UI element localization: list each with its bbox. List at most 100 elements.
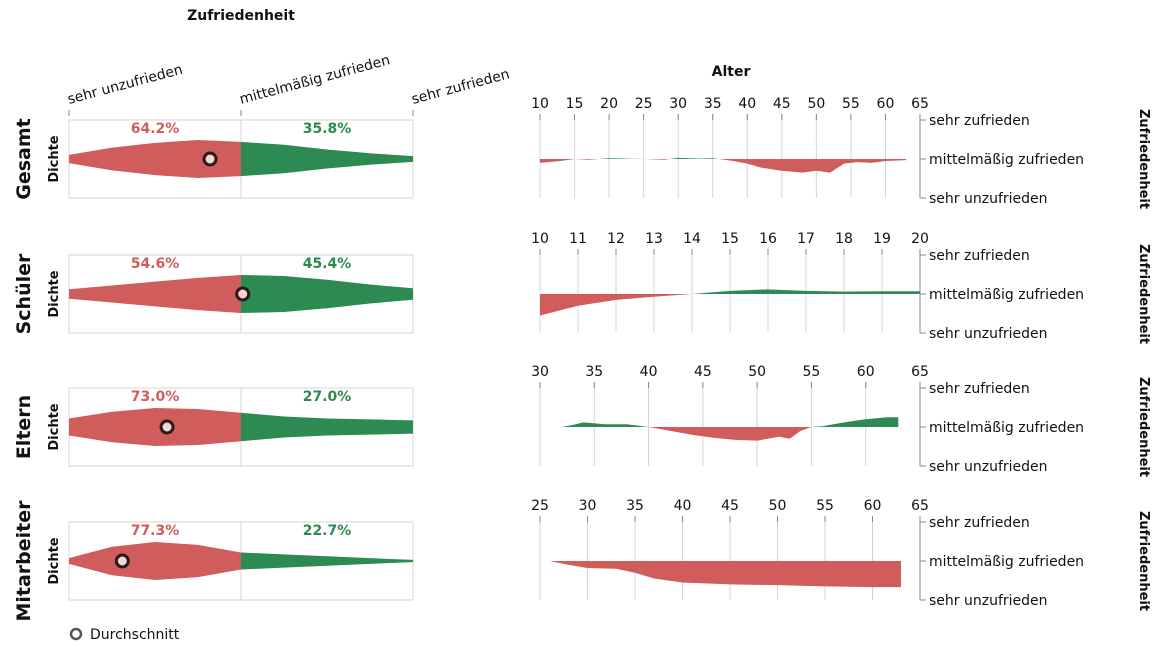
age-tick-label: 55 [803, 364, 821, 380]
age-tick-label: 45 [773, 96, 791, 112]
age-tick-label: 18 [835, 231, 853, 247]
density-negative-area [69, 408, 241, 446]
density-negative-area [69, 542, 241, 580]
age-tick-label: 19 [873, 231, 891, 247]
age-tick-label: 50 [748, 364, 766, 380]
density-positive-area [241, 141, 413, 177]
age-tick-label: 10 [531, 231, 549, 247]
density-ylabel: Dichte [47, 270, 62, 317]
age-tick-label: 60 [857, 364, 875, 380]
legend: Durchschnitt [69, 627, 180, 643]
mean-marker [202, 151, 218, 167]
density-ylabel: Dichte [47, 537, 62, 584]
age-y-tick-label: sehr zufrieden [929, 113, 1030, 129]
age-tick-label: 15 [721, 231, 739, 247]
age-title: Alter [712, 64, 751, 80]
age-tick-label: 60 [864, 498, 882, 514]
mean-marker [235, 286, 251, 302]
density-positive-area [241, 412, 413, 442]
age-tick-label: 11 [569, 231, 587, 247]
age-y-tick-label: sehr unzufrieden [929, 191, 1048, 207]
age-negative-area [561, 427, 899, 441]
mean-marker [159, 419, 175, 435]
circle-marker-icon [69, 627, 83, 641]
age-y-tick-label: mittelmäßig zufrieden [929, 554, 1084, 570]
age-tick-label: 55 [842, 96, 860, 112]
age-tick-label: 16 [759, 231, 777, 247]
legend-label: Durchschnitt [90, 627, 180, 643]
neg-percent-label: 54.6% [131, 256, 180, 272]
density-tick-label: mittelmäßig zufrieden [238, 52, 392, 108]
density-tick-label: sehr zufrieden [410, 66, 511, 108]
age-positive-area [540, 289, 920, 294]
density-ylabel: Dichte [47, 135, 62, 182]
age-tick-label: 30 [579, 498, 597, 514]
pos-percent-label: 27.0% [303, 389, 352, 405]
group-title: Gesamt [13, 118, 35, 200]
age-y-tick-label: sehr unzufrieden [929, 459, 1048, 475]
age-tick-label: 25 [635, 96, 653, 112]
neg-percent-label: 64.2% [131, 121, 180, 137]
group-title: Schüler [13, 253, 35, 334]
age-tick-label: 35 [704, 96, 722, 112]
neg-percent-label: 73.0% [131, 389, 180, 405]
density-positive-area [241, 275, 413, 313]
age-tick-label: 12 [607, 231, 625, 247]
pos-percent-label: 45.4% [303, 256, 352, 272]
density-x-ticks: sehr unzufrieden mittelmäßig zufrieden seh… [66, 52, 511, 116]
age-y-tick-label: sehr zufrieden [929, 381, 1030, 397]
age-tick-label: 10 [531, 96, 549, 112]
age-tick-label: 20 [600, 96, 618, 112]
age-tick-label: 40 [674, 498, 692, 514]
density-ylabel: Dichte [47, 403, 62, 450]
panel-0: Gesamt Dichte 64.2% 35.8% 10 15 20 25 30 35 40 45 50… [13, 96, 1151, 209]
age-positive-area [561, 417, 899, 427]
neg-percent-label: 77.3% [131, 523, 180, 539]
pos-percent-label: 35.8% [303, 121, 352, 137]
age-y-tick-label: mittelmäßig zufrieden [929, 152, 1084, 168]
panel-3: Mitarbeiter Dichte 77.3% 22.7% 25 30 35 40 45 50 5… [13, 498, 1151, 622]
age-right-label: Zufriedenheit [1136, 511, 1151, 611]
age-tick-label: 45 [721, 498, 739, 514]
age-tick-label: 30 [531, 364, 549, 380]
age-tick-label: 25 [531, 498, 549, 514]
age-right-label: Zufriedenheit [1136, 377, 1151, 477]
age-tick-label: 50 [807, 96, 825, 112]
age-positive-area [540, 157, 907, 159]
density-negative-area [69, 140, 241, 178]
group-title: Mitarbeiter [13, 500, 35, 622]
age-tick-label: 14 [683, 231, 701, 247]
age-y-tick-label: sehr unzufrieden [929, 593, 1048, 609]
age-tick-label: 65 [911, 96, 929, 112]
age-tick-label: 40 [738, 96, 756, 112]
age-y-tick-label: mittelmäßig zufrieden [929, 287, 1084, 303]
density-positive-area [241, 552, 413, 570]
age-right-label: Zufriedenheit [1136, 244, 1151, 344]
age-tick-label: 45 [694, 364, 712, 380]
age-y-tick-label: sehr unzufrieden [929, 326, 1048, 342]
age-right-label: Zufriedenheit [1136, 109, 1151, 209]
mean-marker [114, 553, 130, 569]
density-tick-label: sehr unzufrieden [66, 62, 185, 108]
age-tick-label: 17 [797, 231, 815, 247]
age-tick-label: 35 [585, 364, 603, 380]
age-tick-label: 30 [669, 96, 687, 112]
age-negative-area [540, 159, 907, 173]
age-negative-area [549, 561, 901, 588]
age-tick-label: 65 [911, 364, 929, 380]
age-y-tick-label: sehr zufrieden [929, 515, 1030, 531]
age-tick-label: 15 [566, 96, 584, 112]
panels: Gesamt Dichte 64.2% 35.8% 10 15 20 25 30 35 40 45 50… [13, 96, 1151, 622]
age-tick-label: 40 [640, 364, 658, 380]
age-tick-label: 35 [626, 498, 644, 514]
group-title: Eltern [13, 395, 35, 459]
age-tick-label: 60 [877, 96, 895, 112]
age-tick-label: 50 [769, 498, 787, 514]
age-tick-label: 13 [645, 231, 663, 247]
age-y-tick-label: mittelmäßig zufrieden [929, 420, 1084, 436]
age-negative-area [540, 294, 920, 316]
density-negative-area [69, 275, 241, 313]
density-title: Zufriedenheit [187, 8, 295, 24]
